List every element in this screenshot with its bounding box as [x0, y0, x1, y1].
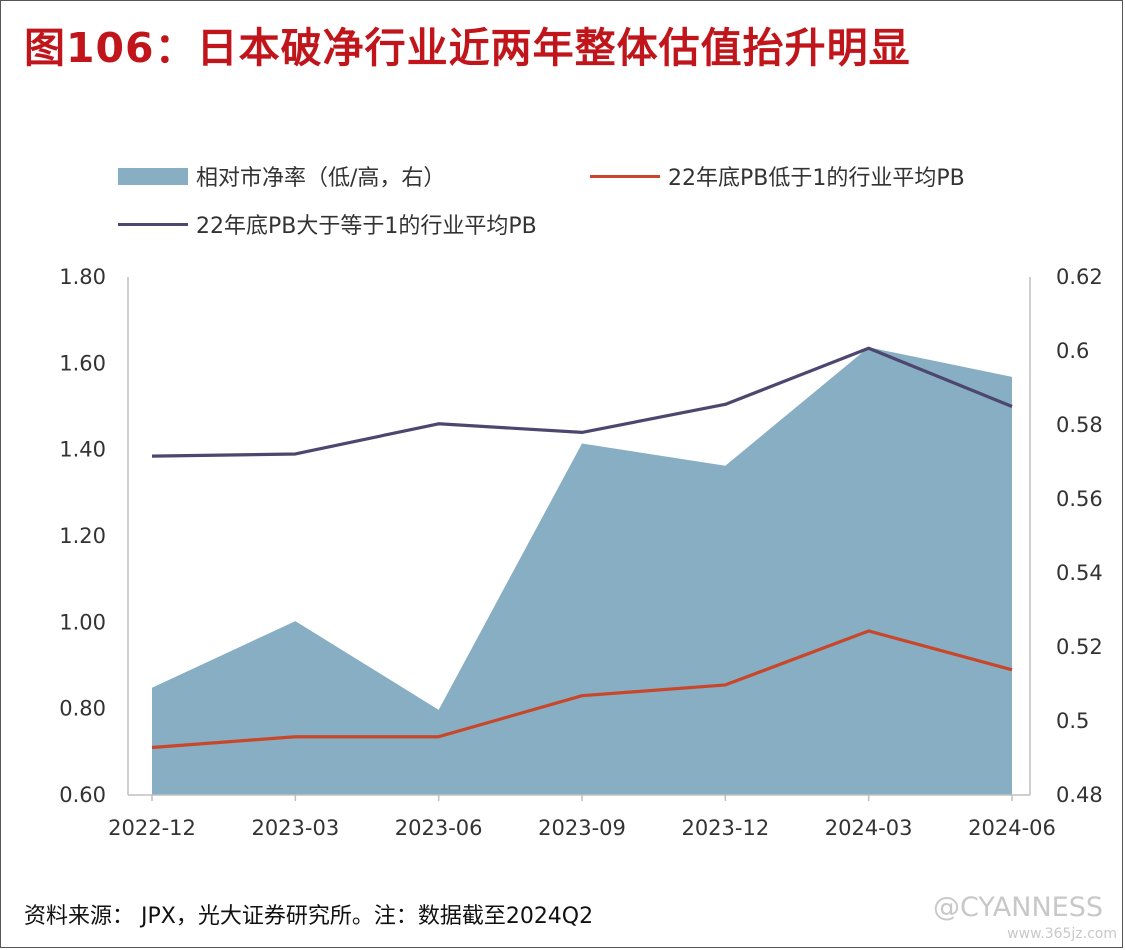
- x-tick-label: 2022-12: [108, 816, 196, 840]
- legend-low-pb-label: 22年底PB低于1的行业平均PB: [668, 166, 965, 191]
- source-note: 资料来源： JPX，光大证券研究所。注：数据截至2024Q2: [24, 904, 594, 929]
- right-tick-label: 0.54: [1056, 561, 1103, 585]
- legend-area-swatch: [118, 167, 188, 185]
- site-watermark: www.365jz.com: [1007, 926, 1117, 942]
- left-tick-label: 1.20: [59, 524, 106, 548]
- right-tick-label: 0.52: [1056, 635, 1103, 659]
- left-tick-label: 1.00: [59, 610, 106, 634]
- chart-title: 图106：日本破净行业近两年整体估值抬升明显: [24, 24, 911, 72]
- watermark: @CYANNESS: [933, 892, 1103, 923]
- left-tick-label: 1.40: [59, 438, 106, 462]
- left-tick-label: 0.80: [59, 697, 106, 721]
- legend-low-pb: 22年底PB低于1的行业平均PB: [590, 160, 965, 192]
- right-tick-label: 0.48: [1056, 783, 1103, 807]
- x-tick-label: 2024-06: [968, 816, 1056, 840]
- x-tick-label: 2023-12: [681, 816, 769, 840]
- x-tick-label: 2024-03: [825, 816, 913, 840]
- series-area-relative-pb: [152, 347, 1012, 795]
- right-tick-label: 0.6: [1056, 339, 1089, 363]
- legend-high-pb-label: 22年底PB大于等于1的行业平均PB: [196, 214, 537, 239]
- legend-low-pb-swatch: [590, 174, 660, 178]
- legend-area: 相对市净率（低/高，右）: [118, 160, 445, 192]
- x-tick-label: 2023-03: [251, 816, 339, 840]
- x-tick-label: 2023-06: [395, 816, 483, 840]
- left-tick-label: 0.60: [59, 783, 106, 807]
- right-tick-label: 0.56: [1056, 487, 1103, 511]
- left-tick-label: 1.60: [59, 351, 106, 375]
- left-tick-label: 1.80: [59, 265, 106, 289]
- legend-area-label: 相对市净率（低/高，右）: [196, 166, 446, 191]
- legend-high-pb: 22年底PB大于等于1的行业平均PB: [118, 208, 537, 240]
- right-tick-label: 0.58: [1056, 413, 1103, 437]
- right-tick-label: 0.62: [1056, 265, 1103, 289]
- right-tick-label: 0.5: [1056, 709, 1089, 733]
- legend-high-pb-swatch: [118, 222, 188, 226]
- x-tick-label: 2023-09: [538, 816, 626, 840]
